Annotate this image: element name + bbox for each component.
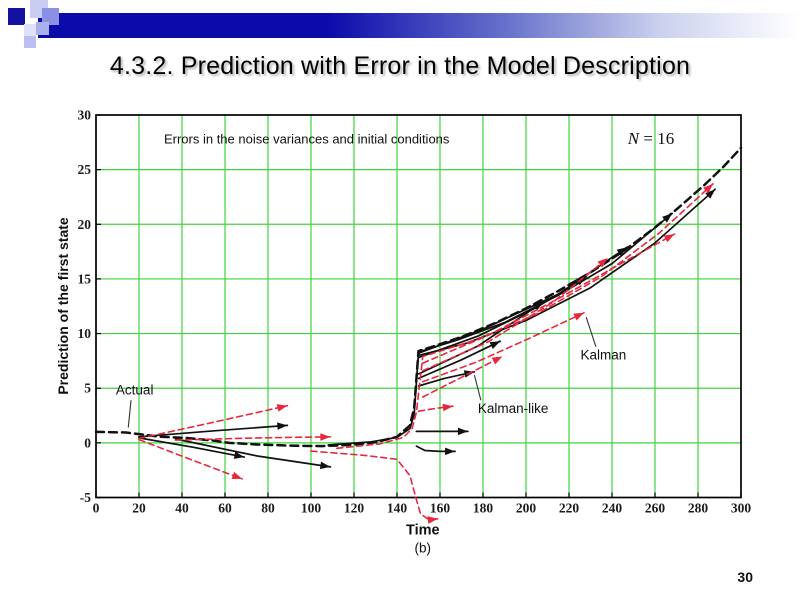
x-axis-sublabel: (b): [415, 541, 432, 556]
annotation-kalman: Kalman: [581, 347, 627, 362]
y-axis-label: Prediction of the first state: [55, 217, 71, 395]
arrowhead-kalman-fan1: [276, 404, 288, 412]
arrowhead-kalman-like-5: [532, 301, 544, 311]
arrowhead-kalman-6: [442, 403, 453, 412]
arrowhead-kalman-like-2: [705, 189, 716, 199]
series-kalman-like-4: [417, 275, 588, 359]
arrowhead-kalman-3: [597, 258, 608, 268]
x-tick-label: 120: [344, 501, 365, 516]
x-tick-label: 0: [93, 501, 100, 516]
arrowhead-kalman-like-4: [575, 276, 587, 286]
series-kalman-like-fan1: [138, 424, 289, 438]
series-kalman-5: [422, 355, 504, 398]
x-tick-label: 280: [688, 501, 709, 516]
series-kalman-4: [422, 312, 585, 383]
series-kalman-like-main: [327, 212, 674, 446]
series-kalman-fan1: [138, 404, 289, 440]
arrowhead-kalman-2: [663, 234, 675, 243]
series-actual: [94, 146, 743, 448]
series-kalman-6: [417, 405, 454, 412]
annotation-pointer-actual: [127, 400, 132, 428]
x-axis-label: Time: [406, 523, 440, 539]
x-tick-label: 260: [645, 501, 666, 516]
series-kalman-like-6: [417, 340, 502, 380]
x-tick-label: 160: [430, 501, 451, 516]
series-kalman-like-fan3: [174, 438, 332, 468]
x-tick-label: 140: [387, 501, 408, 516]
decor-square-icon: [24, 24, 36, 36]
x-tick-label: 40: [175, 501, 189, 516]
x-tick-label: 80: [261, 501, 275, 516]
arrowhead-kalman-main: [703, 183, 714, 194]
x-tick-label: 200: [516, 501, 537, 516]
x-tick-label: 240: [602, 501, 623, 516]
y-tick-label: 0: [84, 435, 91, 450]
series-kalman-fan2: [138, 438, 243, 480]
y-tick-label: 20: [78, 217, 92, 232]
annotation-actual: Actual: [116, 382, 154, 397]
page-number: 30: [737, 569, 753, 585]
y-tick-label: 25: [78, 162, 92, 177]
x-tick-label: 220: [559, 501, 580, 516]
x-tick-label: 20: [132, 501, 146, 516]
slide-title: 4.3.2. Prediction with Error in the Mode…: [109, 52, 691, 80]
series-kalman-plunge: [310, 450, 439, 521]
decor-square-icon: [24, 36, 36, 48]
decor-square-icon: [42, 8, 59, 25]
x-tick-label: 180: [473, 501, 494, 516]
chart-inner-title: Errors in the noise variances and initia…: [164, 131, 450, 146]
series-kalman-like-7: [417, 370, 476, 387]
annotation-kalman-like: Kalman-like: [478, 401, 549, 416]
decor-square-icon: [8, 8, 25, 25]
arrowhead-kalman-like-fan3: [319, 461, 331, 470]
arrowhead-kalman-fan2: [231, 471, 243, 479]
y-tick-label: 15: [78, 271, 92, 286]
series-kalman-main: [336, 183, 714, 450]
arrowhead-kalman-like-6: [489, 341, 501, 349]
arrowhead-kalman-plunge: [427, 516, 438, 524]
y-tick-label: -5: [80, 490, 91, 505]
y-tick-label: 30: [78, 108, 92, 123]
arrowhead-kalman-like-fan1: [277, 422, 288, 430]
x-tick-label: 100: [301, 501, 322, 516]
series-kalman-like-fan2: [138, 437, 246, 458]
series-kalman-like-3: [417, 246, 628, 355]
annotation-pointer-kalman-like: [473, 374, 482, 401]
arrowhead-kalman-like-3: [616, 247, 628, 257]
arrowhead-kalman-like-h1: [457, 427, 468, 436]
arrowhead-kalman-like-main: [662, 213, 673, 223]
y-tick-label: 10: [78, 326, 92, 341]
arrowhead-kalman-like-fan2: [233, 451, 245, 459]
x-tick-label: 300: [731, 501, 752, 516]
arrowhead-kalman-4: [573, 312, 585, 321]
sample-count-label: N = 16: [627, 129, 674, 148]
plot-border: [95, 114, 742, 499]
y-tick-label: 5: [84, 381, 91, 396]
series-kalman-3: [422, 257, 609, 372]
decor-square-icon: [36, 22, 49, 35]
arrowhead-kalman-like-h2: [445, 447, 456, 456]
header-gradient-bar: [38, 13, 800, 38]
series-kalman-fan3: [174, 436, 332, 441]
arrowhead-kalman-fan3: [320, 433, 331, 441]
arrowhead-kalman-5: [491, 356, 503, 365]
annotation-pointer-kalman: [585, 317, 597, 347]
x-tick-label: 60: [218, 501, 232, 516]
